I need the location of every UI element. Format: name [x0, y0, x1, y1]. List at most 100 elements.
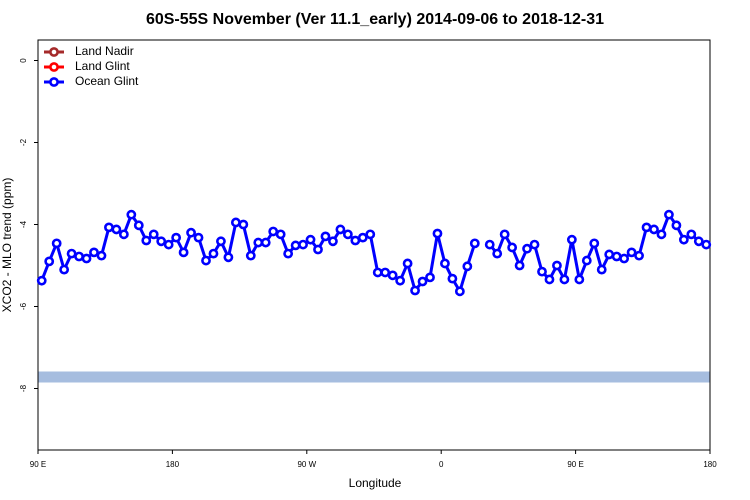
- data-point: [51, 238, 62, 249]
- data-point: [298, 239, 308, 250]
- data-point: [81, 253, 92, 264]
- data-point: [693, 236, 704, 247]
- data-point: [305, 234, 316, 245]
- chart-title: 60S-55S November (Ver 11.1_early) 2014-0…: [146, 11, 604, 28]
- data-point: [566, 234, 577, 245]
- data-point: [59, 264, 70, 275]
- data-point: [410, 285, 420, 296]
- data-point: [126, 209, 137, 220]
- legend-swatch-marker: [49, 47, 59, 57]
- data-point: [387, 270, 398, 281]
- y-tick-label: -4: [19, 220, 28, 228]
- data-point: [141, 235, 152, 246]
- data-point: [664, 209, 674, 220]
- data-point: [402, 258, 413, 269]
- y-tick-label: -2: [19, 138, 28, 146]
- data-point: [604, 249, 615, 260]
- data-point: [328, 236, 338, 247]
- data-point: [260, 237, 271, 248]
- data-point: [74, 251, 84, 262]
- data-point: [701, 239, 712, 250]
- data-point: [193, 232, 204, 243]
- data-point: [118, 229, 129, 240]
- x-tick-label: 90 E: [567, 460, 583, 469]
- data-point: [678, 234, 689, 245]
- data-point: [342, 229, 353, 240]
- data-point: [544, 274, 555, 285]
- data-point: [454, 286, 465, 297]
- x-tick-label: 180: [703, 460, 717, 469]
- data-point: [372, 267, 383, 278]
- data-point: [417, 276, 428, 287]
- data-point: [104, 222, 114, 233]
- data-point: [671, 220, 682, 231]
- x-tick-label: 0: [439, 460, 444, 469]
- data-point: [432, 228, 443, 239]
- y-tick-label: 0: [19, 58, 28, 63]
- data-point: [626, 247, 637, 258]
- data-point: [686, 229, 697, 240]
- data-point: [245, 250, 256, 261]
- data-point: [283, 248, 294, 259]
- legend-swatch-marker: [49, 77, 59, 87]
- data-point: [462, 261, 473, 272]
- data-point: [484, 239, 495, 250]
- y-tick-label: -8: [19, 384, 28, 392]
- data-point: [469, 238, 480, 249]
- data-point: [96, 250, 107, 261]
- data-point: [447, 273, 458, 284]
- data-point: [357, 232, 368, 243]
- data-point: [380, 267, 391, 278]
- data-point: [156, 236, 167, 247]
- data-point: [335, 224, 346, 235]
- y-axis-label: XCO2 - MLO trend (ppm): [0, 178, 14, 313]
- data-point: [223, 252, 234, 263]
- x-tick-label: 90 W: [297, 460, 316, 469]
- data-point: [133, 220, 144, 231]
- data-point: [425, 272, 435, 283]
- data-point: [641, 222, 652, 233]
- data-point: [365, 229, 376, 240]
- data-point: [44, 256, 55, 267]
- data-point: [201, 255, 211, 266]
- data-point: [492, 248, 503, 259]
- data-point: [552, 260, 562, 271]
- data-point: [649, 224, 659, 235]
- legend-label: Land Nadir: [75, 44, 134, 58]
- data-point: [559, 274, 570, 285]
- data-point: [171, 232, 182, 243]
- y-tick-label: -6: [19, 302, 28, 310]
- data-point: [230, 217, 241, 228]
- data-point: [596, 264, 607, 275]
- data-point: [186, 227, 196, 238]
- data-point: [656, 229, 667, 240]
- x-axis-label: Longitude: [349, 476, 402, 490]
- data-point: [148, 229, 159, 240]
- data-point: [440, 258, 450, 269]
- data-point: [537, 266, 547, 277]
- data-point: [611, 251, 622, 262]
- data-point: [275, 229, 286, 240]
- x-tick-label: 90 E: [30, 460, 46, 469]
- data-point: [111, 224, 122, 235]
- data-point: [313, 244, 323, 255]
- data-point: [507, 242, 518, 253]
- legend-swatch-marker: [49, 62, 59, 72]
- data-point: [208, 248, 219, 259]
- data-point: [574, 274, 585, 285]
- data-point: [66, 248, 77, 259]
- data-point: [36, 275, 47, 286]
- data-point: [514, 260, 525, 271]
- data-point: [522, 243, 532, 254]
- data-point: [238, 219, 249, 230]
- data-point: [619, 253, 630, 264]
- data-point: [499, 229, 510, 240]
- data-point: [589, 238, 600, 249]
- data-point: [350, 235, 361, 246]
- data-point: [634, 250, 644, 261]
- x-tick-label: 180: [166, 460, 180, 469]
- data-point: [395, 275, 406, 286]
- legend-label: Land Glint: [75, 59, 130, 73]
